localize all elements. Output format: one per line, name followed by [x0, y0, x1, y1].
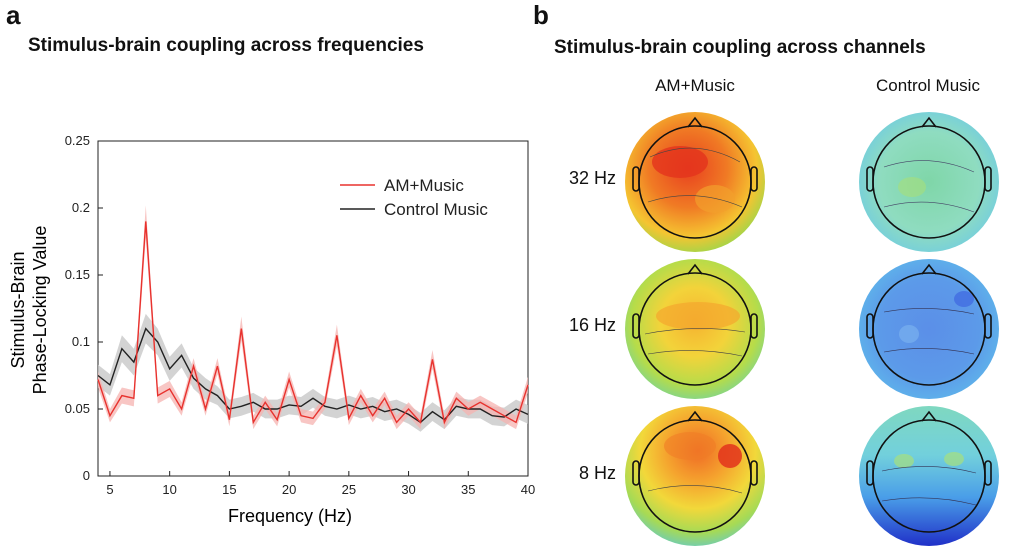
topomap-8hz-control-music [859, 406, 999, 546]
panel-b-title: Stimulus-brain coupling across channels [554, 37, 926, 58]
series-line-am-music [97, 221, 529, 425]
legend-label-am-music: AM+Music [384, 176, 464, 195]
plot-frame [97, 140, 529, 477]
y-axis-label-line2: Phase-Locking Value [30, 226, 50, 395]
series-line-control-music [97, 327, 529, 424]
row-label-8hz: 8 Hz [578, 463, 616, 483]
series-band-am-music [98, 205, 528, 430]
topomap-32hz-control-music [859, 112, 999, 252]
column-label-am-music: AM+Music [655, 76, 735, 95]
x-tick-label: 10 [162, 482, 176, 497]
topomap-16hz-control-music [859, 259, 999, 399]
y-tick-label: 0.05 [65, 401, 90, 416]
row-label-16hz: 16 Hz [568, 315, 616, 335]
topomap-32hz-am-music [625, 112, 765, 252]
topomap-16hz-am-music [625, 259, 765, 399]
y-tick-label: 0 [83, 468, 90, 483]
x-tick-label: 40 [521, 482, 535, 497]
x-tick-label: 5 [106, 482, 113, 497]
frequency-line-chart: 5 10 15 20 25 30 35 40 0 0.05 0.1 0.15 0.2 0.25 AM+Mu… [8, 133, 535, 526]
panel-a-title: Stimulus-brain coupling across frequenci… [28, 35, 424, 56]
row-label-32hz: 32 Hz [568, 168, 616, 188]
y-tick-label: 0.2 [72, 200, 90, 215]
y-tick-label: 0.15 [65, 267, 90, 282]
column-label-control-music: Control Music [876, 76, 980, 95]
series-band-control-music [98, 313, 528, 432]
y-tick-label: 0.1 [72, 334, 90, 349]
x-tick-label: 30 [401, 482, 415, 497]
x-tick-label: 25 [342, 482, 356, 497]
panel-b-letter: b [533, 0, 549, 30]
x-tick-label: 20 [282, 482, 296, 497]
x-tick-label: 15 [222, 482, 236, 497]
x-axis-label: Frequency (Hz) [228, 506, 352, 526]
panel-a-letter: a [6, 0, 21, 30]
y-tick-label: 0.25 [65, 133, 90, 148]
topomap-8hz-am-music [625, 406, 765, 546]
x-tick-label: 35 [461, 482, 475, 497]
legend-label-control-music: Control Music [384, 200, 488, 219]
y-axis-label-line1: Stimulus-Brain [8, 251, 28, 368]
